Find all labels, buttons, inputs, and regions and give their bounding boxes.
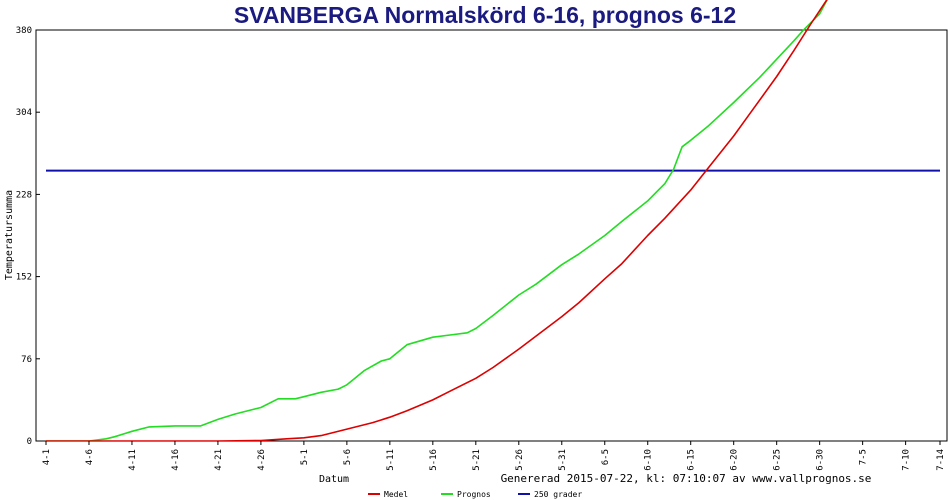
y-tick-label: 76	[21, 355, 32, 365]
legend-label: 250 grader	[534, 490, 582, 499]
y-axis: 0 76 152 228 304 380	[16, 26, 40, 447]
y-tick-label: 152	[16, 273, 32, 283]
x-tick-label: 4-11	[128, 449, 138, 471]
x-tick-label: 6-5	[601, 449, 611, 465]
y-tick-label: 0	[27, 437, 32, 447]
series-line-medel	[46, 0, 828, 441]
x-tick-label: 5-6	[343, 449, 353, 465]
x-tick-label: 7-14	[936, 449, 946, 471]
legend-label: Prognos	[457, 490, 491, 499]
series-line-prognos	[46, 0, 828, 441]
y-tick-label: 228	[16, 190, 32, 200]
x-tick-label: 6-25	[773, 449, 783, 471]
legend-label: Medel	[384, 490, 408, 499]
footer-generated-text: Genererad 2015-07-22, kl: 07:10:07 av ww…	[501, 472, 872, 485]
x-tick-label: 6-20	[730, 449, 740, 471]
x-tick-label: 5-1	[300, 449, 310, 465]
x-tick-label: 5-21	[472, 449, 482, 471]
x-tick-label: 4-26	[257, 449, 267, 471]
x-tick-label: 7-5	[859, 449, 869, 465]
x-tick-label: 5-16	[429, 449, 439, 471]
x-tick-label: 4-16	[171, 449, 181, 471]
x-tick-label: 5-26	[515, 449, 525, 471]
x-tick-label: 7-10	[902, 449, 912, 471]
y-tick-label: 380	[16, 26, 32, 36]
x-tick-label: 4-1	[42, 449, 52, 465]
x-axis-title: Datum	[319, 474, 349, 485]
x-tick-label: 6-15	[687, 449, 697, 471]
x-tick-label: 5-31	[558, 449, 568, 471]
y-axis-title: Temperatursumma	[4, 190, 15, 280]
x-tick-label: 5-11	[386, 449, 396, 471]
plot-area-frame	[35, 29, 948, 442]
x-axis: 4-1 4-6 4-11 4-16 4-21 4-26 5-1 5-6 5-11 5-16 5-21…	[42, 441, 946, 471]
y-tick-label: 304	[16, 108, 32, 118]
x-tick-label: 6-10	[644, 449, 654, 471]
x-tick-label: 4-6	[85, 449, 95, 465]
legend: Medel Prognos 250 grader	[368, 490, 582, 499]
x-tick-label: 6-30	[816, 449, 826, 471]
series-lines	[46, 0, 940, 441]
chart-title: SVANBERGA Normalskörd 6-16, prognos 6-12	[234, 2, 736, 28]
x-tick-label: 4-21	[214, 449, 224, 471]
